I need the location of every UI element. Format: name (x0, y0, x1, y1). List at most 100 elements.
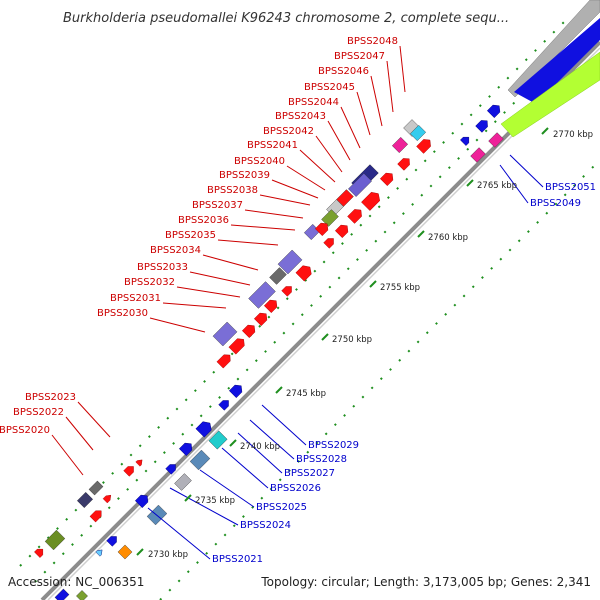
leader-line (149, 317, 206, 333)
gene-label-left[interactable]: BPSS2048 (347, 36, 398, 47)
leader-line (230, 224, 296, 231)
gene-label-right[interactable]: BPSS2024 (240, 520, 291, 531)
feature-band-green (500, 51, 600, 138)
leader-line (271, 179, 319, 199)
label-leader-lines (51, 45, 544, 560)
gene-label-left[interactable]: BPSS2047 (334, 51, 385, 62)
gene-label-right[interactable]: BPSS2051 (545, 182, 596, 193)
gene-block (269, 267, 287, 285)
leader-line (356, 91, 371, 136)
leader-line (399, 45, 406, 93)
gene-block (102, 494, 112, 504)
gene-block (228, 384, 243, 399)
scale-tick-mark (541, 127, 549, 135)
gene-block (314, 222, 329, 237)
leader-line (199, 469, 255, 508)
leader-line (51, 434, 84, 476)
guide-track-right (159, 159, 600, 600)
leader-line (202, 254, 259, 271)
gene-label-left[interactable]: BPSS2030 (97, 308, 148, 319)
scale-tick-mark (466, 179, 474, 187)
gene-block (281, 286, 292, 297)
gene-block (253, 312, 268, 327)
gene-block (248, 281, 276, 309)
gene-block (218, 400, 229, 411)
leader-line (217, 239, 279, 246)
gene-block (460, 136, 470, 146)
gene-block (347, 209, 362, 224)
gene-label-left[interactable]: BPSS2038 (207, 185, 258, 196)
scale-tick-label: 2765 kbp (477, 181, 517, 191)
gene-block (208, 430, 228, 450)
gene-block (486, 104, 501, 119)
gene-label-left[interactable]: BPSS2045 (304, 82, 355, 93)
gene-block (321, 209, 339, 227)
gene-block (135, 459, 143, 467)
gene-block (228, 338, 245, 355)
gene-label-left[interactable]: BPSS2023 (25, 392, 76, 403)
leader-line (299, 149, 336, 183)
gene-label-left[interactable]: BPSS2031 (110, 293, 161, 304)
scale-tick-mark (321, 333, 329, 341)
gene-label-left[interactable]: BPSS2044 (288, 97, 339, 108)
gene-label-left[interactable]: BPSS2041 (247, 140, 298, 151)
gene-label-left[interactable]: BPSS2039 (219, 170, 270, 181)
leader-line (386, 60, 394, 113)
gene-block (416, 139, 431, 154)
leader-line (244, 209, 304, 219)
gene-block (106, 536, 117, 547)
summary-text: Topology: circular; Length: 3,173,005 bp… (260, 575, 591, 589)
feature-band-blue (514, 18, 600, 104)
gene-label-left[interactable]: BPSS2042 (263, 126, 314, 137)
gene-block (44, 529, 66, 551)
gene-label-right[interactable]: BPSS2028 (296, 454, 347, 465)
gene-label-left[interactable]: BPSS2046 (318, 66, 369, 77)
gene-block (409, 124, 427, 142)
gene-label-left[interactable]: BPSS2036 (178, 215, 229, 226)
gene-label-right[interactable]: BPSS2021 (212, 554, 263, 565)
gene-label-right[interactable]: BPSS2027 (284, 468, 335, 479)
leader-line (259, 194, 311, 206)
gene-label-right[interactable]: BPSS2025 (256, 502, 307, 513)
gene-label-left[interactable]: BPSS2022 (13, 407, 64, 418)
gene-label-left[interactable]: BPSS2040 (234, 156, 285, 167)
genes-right-track (54, 104, 504, 600)
leader-line (169, 487, 239, 526)
gene-label-left[interactable]: BPSS2033 (137, 262, 188, 273)
gene-label-left[interactable]: BPSS2032 (124, 277, 175, 288)
backbone-line (40, 40, 600, 600)
gene-block (117, 544, 133, 560)
leader-line (176, 286, 241, 298)
gene-block (178, 442, 193, 457)
scale-tick-mark (229, 439, 237, 447)
leader-line (162, 302, 227, 309)
gene-block (134, 494, 149, 509)
gene-label-right[interactable]: BPSS2026 (270, 483, 321, 494)
leader-line (261, 404, 307, 446)
leader-line (77, 401, 111, 438)
scale-tick-mark (136, 548, 144, 556)
gene-block (76, 491, 94, 509)
leader-line (327, 120, 351, 161)
gene-label-left[interactable]: BPSS2043 (275, 111, 326, 122)
gene-block (95, 549, 103, 557)
gene-label-right[interactable]: BPSS2029 (308, 440, 359, 451)
gene-label-right[interactable]: BPSS2049 (530, 198, 581, 209)
gene-block (216, 354, 231, 369)
gene-block (76, 590, 88, 600)
scale-tick-label: 2770 kbp (553, 130, 593, 140)
leader-line (237, 432, 283, 474)
gene-block (348, 173, 372, 197)
gene-label-left[interactable]: BPSS2035 (165, 230, 216, 241)
leader-line (370, 75, 383, 127)
accession-text: Accession: NC_006351 (8, 575, 144, 589)
scale-tick-mark (184, 494, 192, 502)
gene-label-left[interactable]: BPSS2020 (0, 425, 50, 436)
gene-label-left[interactable]: BPSS2037 (192, 200, 243, 211)
leader-line (499, 164, 529, 204)
gene-label-left[interactable]: BPSS2034 (150, 245, 201, 256)
leader-line (249, 419, 295, 460)
gene-block (241, 324, 256, 339)
leader-line (147, 507, 211, 560)
gene-labels: BPSS2048 BPSS2047 BPSS2046 BPSS2045 BPSS2044… (0, 36, 596, 565)
